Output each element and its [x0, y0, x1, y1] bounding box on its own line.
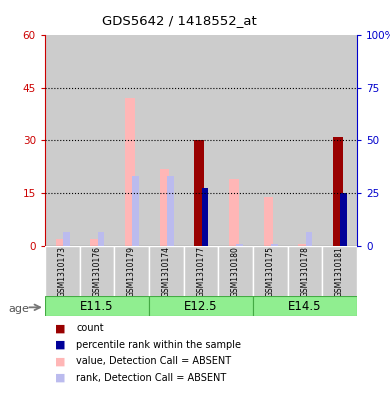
Bar [45, 35, 80, 246]
Bar [45, 246, 80, 297]
Bar [56, 239, 65, 246]
Bar [271, 244, 278, 246]
Bar [90, 239, 100, 246]
Bar [63, 231, 70, 246]
Text: ■: ■ [55, 373, 65, 383]
Bar [287, 246, 322, 297]
Text: GSM1310176: GSM1310176 [92, 246, 101, 297]
Bar [340, 193, 347, 246]
Bar [218, 35, 253, 246]
Bar [253, 246, 287, 297]
Text: GDS5642 / 1418552_at: GDS5642 / 1418552_at [102, 14, 257, 27]
Bar [229, 179, 239, 246]
Bar [305, 231, 312, 246]
Text: GSM1310175: GSM1310175 [266, 246, 275, 297]
Text: percentile rank within the sample: percentile rank within the sample [76, 340, 241, 350]
Text: GSM1310173: GSM1310173 [58, 246, 67, 297]
Text: ■: ■ [55, 340, 65, 350]
Bar [298, 244, 308, 246]
Bar [287, 35, 322, 246]
Text: count: count [76, 323, 104, 333]
Bar [184, 246, 218, 297]
Bar [132, 176, 139, 246]
Text: rank, Detection Call = ABSENT: rank, Detection Call = ABSENT [76, 373, 226, 383]
Bar [194, 244, 204, 246]
Text: ■: ■ [55, 356, 65, 366]
Bar [333, 137, 343, 246]
Bar [322, 35, 357, 246]
Text: age: age [9, 303, 30, 314]
Bar [184, 35, 218, 246]
Text: GSM1310181: GSM1310181 [335, 246, 344, 297]
Text: GSM1310177: GSM1310177 [196, 246, 206, 297]
Bar [149, 296, 253, 316]
Bar [80, 246, 114, 297]
Bar [264, 196, 273, 246]
Bar [149, 35, 184, 246]
Bar [218, 246, 253, 297]
Bar [167, 176, 174, 246]
Text: value, Detection Call = ABSENT: value, Detection Call = ABSENT [76, 356, 231, 366]
Text: E11.5: E11.5 [80, 299, 113, 313]
Bar [202, 188, 209, 246]
Text: E12.5: E12.5 [184, 299, 218, 313]
Bar [322, 246, 357, 297]
Bar [194, 140, 204, 246]
Bar [340, 244, 347, 246]
Bar [333, 244, 343, 246]
Bar [125, 98, 135, 246]
Bar [160, 169, 169, 246]
Text: GSM1310179: GSM1310179 [127, 246, 136, 297]
Bar [98, 231, 105, 246]
Bar [253, 296, 357, 316]
Text: GSM1310174: GSM1310174 [162, 246, 171, 297]
Bar [114, 246, 149, 297]
Bar [202, 244, 209, 246]
Bar [114, 35, 149, 246]
Bar [45, 296, 149, 316]
Bar [80, 35, 114, 246]
Text: GSM1310178: GSM1310178 [300, 246, 309, 297]
Text: ■: ■ [55, 323, 65, 333]
Bar [149, 246, 184, 297]
Text: GSM1310180: GSM1310180 [231, 246, 240, 297]
Bar [236, 244, 243, 246]
Text: E14.5: E14.5 [288, 299, 322, 313]
Bar [253, 35, 287, 246]
